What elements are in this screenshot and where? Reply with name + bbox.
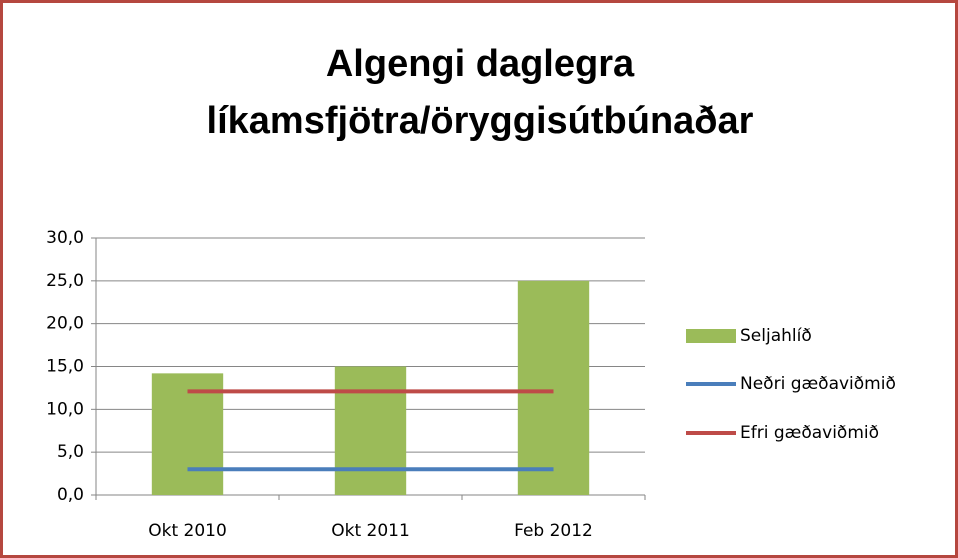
x-tick-label: Feb 2012 bbox=[514, 521, 593, 541]
bar bbox=[151, 373, 224, 495]
y-tick-label: 30,0 bbox=[46, 228, 84, 248]
legend-label: Seljahlíð bbox=[740, 326, 812, 346]
chart-title: líkamsfjötra/öryggisútbúnaðar bbox=[207, 100, 754, 142]
bar bbox=[517, 280, 590, 495]
legend-label: Neðri gæðaviðmið bbox=[740, 374, 896, 394]
bar bbox=[334, 366, 407, 495]
y-tick-label: 10,0 bbox=[46, 399, 84, 419]
y-tick-label: 0,0 bbox=[57, 485, 84, 505]
x-tick-label: Okt 2010 bbox=[148, 521, 227, 541]
legend-label: Efri gæðaviðmið bbox=[740, 423, 879, 443]
y-tick-label: 20,0 bbox=[46, 314, 84, 334]
chart-title: Algengi daglegra bbox=[326, 43, 635, 85]
y-tick-label: 5,0 bbox=[57, 442, 84, 462]
legend-swatch bbox=[686, 329, 736, 343]
x-tick-label: Okt 2011 bbox=[331, 521, 410, 541]
y-tick-label: 15,0 bbox=[46, 357, 84, 377]
y-tick-label: 25,0 bbox=[46, 271, 84, 291]
